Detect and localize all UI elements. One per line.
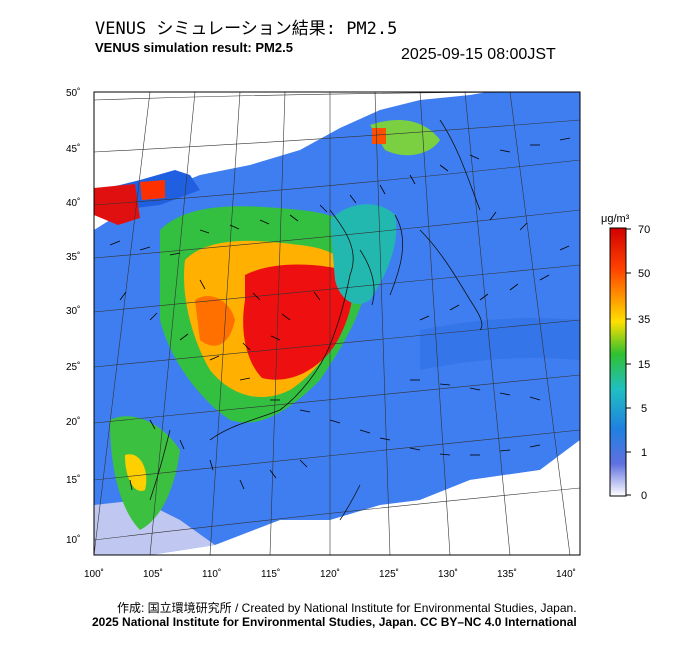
lat-label: 30˚	[66, 305, 80, 317]
lat-label: 20˚	[66, 416, 80, 428]
colorbar-label: 50	[638, 268, 650, 280]
colorbar-label: 5	[641, 403, 647, 415]
lat-label: 40˚	[66, 197, 80, 209]
lat-label: 15˚	[66, 474, 80, 486]
colorbar-label: 0	[641, 490, 647, 502]
lon-label: 135˚	[497, 568, 517, 580]
colorbar-label: 35	[638, 314, 650, 326]
lon-label: 125˚	[379, 568, 399, 580]
colorbar-scale	[609, 227, 627, 497]
lat-label: 35˚	[66, 251, 80, 263]
license-line: 2025 National Institute for Environmenta…	[92, 615, 577, 629]
lat-label: 10˚	[66, 534, 80, 546]
lat-label: 50˚	[66, 87, 80, 99]
colorbar-unit: μg/m³	[601, 213, 630, 225]
colorbar-label: 70	[638, 224, 650, 236]
lon-label: 100˚	[84, 568, 104, 580]
credit-line: 作成: 国立環境研究所 / Created by National Instit…	[117, 601, 577, 615]
title-japanese: VENUS シミュレーション結果: PM2.5	[95, 19, 398, 39]
longitude-axis: 100˚ 105˚ 110˚ 115˚ 120˚ 125˚ 130˚ 135˚ …	[84, 568, 576, 580]
title-english: VENUS simulation result: PM2.5	[95, 40, 293, 55]
lon-label: 110˚	[202, 568, 221, 580]
lon-label: 115˚	[261, 568, 280, 580]
latitude-axis: 50˚ 45˚ 40˚ 35˚ 30˚ 25˚ 20˚ 15˚ 10˚	[66, 87, 80, 546]
lon-label: 105˚	[143, 568, 163, 580]
lat-label: 45˚	[66, 143, 80, 155]
colorbar-label: 1	[641, 447, 647, 459]
timestamp: 2025-09-15 08:00JST	[401, 46, 556, 63]
lon-label: 140˚	[556, 568, 576, 580]
lat-label: 25˚	[66, 361, 80, 373]
map-frame	[93, 91, 581, 556]
lon-label: 130˚	[438, 568, 458, 580]
colorbar: μg/m³ 70 50 35 15 5 1 0	[601, 213, 650, 502]
concentration-field	[94, 92, 580, 555]
colorbar-label: 15	[638, 359, 650, 371]
lon-label: 120˚	[320, 568, 340, 580]
